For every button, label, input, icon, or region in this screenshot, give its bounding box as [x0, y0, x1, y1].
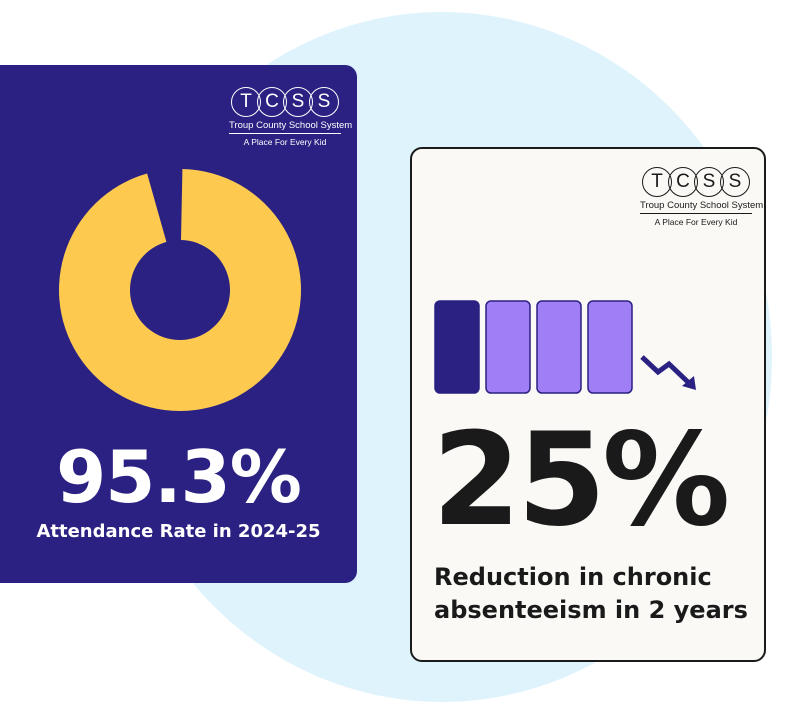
attendance-donut-icon — [59, 169, 301, 411]
bar — [587, 300, 633, 394]
logo-letters: T C S S — [640, 167, 752, 197]
absenteeism-caption: Reduction in chronic absenteeism in 2 ye… — [434, 561, 754, 627]
attendance-value: 95.3% — [56, 435, 302, 519]
tcss-logo: T C S S Troup County School System A Pla… — [640, 167, 763, 227]
absenteeism-bars — [434, 300, 696, 394]
bar — [536, 300, 582, 394]
logo-letter: S — [720, 167, 750, 197]
logo-tagline: A Place For Every Kid — [654, 217, 738, 227]
bar-highlighted — [434, 300, 480, 394]
caption-line-2: absenteeism in 2 years — [434, 596, 748, 624]
tcss-logo: T C S S Troup County School System A Pla… — [229, 87, 352, 147]
logo-letter: S — [309, 87, 339, 117]
logo-letters: T C S S — [229, 87, 341, 117]
attendance-caption: Attendance Rate in 2024-25 — [36, 521, 321, 542]
bar — [485, 300, 531, 394]
trend-down-arrow-icon — [640, 355, 696, 390]
attendance-card: T C S S Troup County School System A Pla… — [0, 65, 357, 583]
donut-arc — [59, 169, 301, 411]
logo-tagline: A Place For Every Kid — [243, 137, 327, 147]
logo-name: Troup County School System — [640, 200, 763, 214]
caption-line-1: Reduction in chronic — [434, 563, 712, 591]
logo-name: Troup County School System — [229, 120, 352, 134]
absenteeism-value: 25% — [432, 406, 730, 555]
absenteeism-card: T C S S Troup County School System A Pla… — [410, 147, 766, 662]
